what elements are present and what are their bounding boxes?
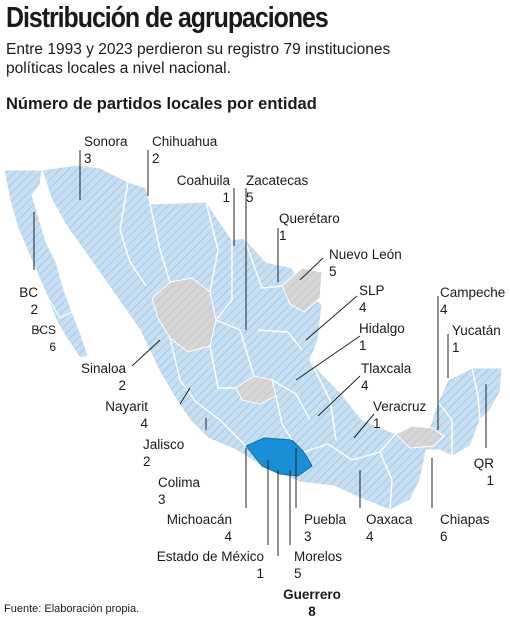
label-nuevo-leon: Nuevo León 5	[329, 247, 402, 279]
leader-lines	[33, 150, 487, 556]
label-sinaloa: Sinaloa 2	[80, 361, 126, 393]
label-michoacan: Michoacán 4	[166, 512, 232, 544]
map-title: Número de partidos locales por entidad	[6, 95, 317, 113]
state-bcs	[47, 297, 89, 359]
mainland	[41, 164, 503, 511]
label-coahuila: Coahuila 1	[176, 173, 230, 205]
label-campeche: Campeche 4	[440, 285, 506, 317]
label-yucatan: Yucatán 1	[452, 323, 501, 355]
label-sonora: Sonora 3	[84, 134, 128, 166]
label-slp: SLP 4	[359, 283, 385, 315]
state-bc	[3, 169, 73, 319]
label-chiapas: Chiapas 6	[440, 512, 490, 544]
state-durango	[151, 277, 217, 353]
label-morelos: Morelos 5	[294, 549, 343, 581]
label-puebla: Puebla 3	[304, 512, 347, 544]
label-bcs: BCS 6	[31, 323, 56, 354]
label-hidalgo: Hidalgo 1	[359, 321, 405, 353]
label-veracruz: Veracruz 1	[373, 399, 427, 431]
label-qr: QR 1	[473, 456, 494, 488]
label-queretaro: Querétaro 1	[279, 211, 340, 243]
label-tlaxcala: Tlaxcala 4	[361, 361, 412, 393]
page-title: Distribución de agrupaciones	[6, 2, 329, 34]
label-zacatecas: Zacatecas 5	[246, 173, 309, 205]
state-tabasco	[395, 425, 445, 449]
label-oaxaca: Oaxaca 4	[366, 512, 413, 544]
label-estado-de-mexico: Estado de México 1	[156, 549, 264, 581]
label-guerrero: Guerrero 8	[283, 587, 341, 619]
state-borders	[119, 181, 481, 511]
label-nayarit: Nayarit 4	[105, 399, 148, 431]
label-colima: Colima 3	[158, 475, 201, 507]
state-tamaulipas	[281, 267, 323, 313]
source-note: Fuente: Elaboración propia.	[4, 603, 140, 615]
label-chihuahua: Chihuahua 2	[152, 134, 218, 166]
label-jalisco: Jalisco 2	[143, 437, 185, 469]
label-bc: BC 2	[19, 285, 38, 317]
page-subtitle: Entre 1993 y 2023 perdieron su registro …	[6, 41, 391, 77]
